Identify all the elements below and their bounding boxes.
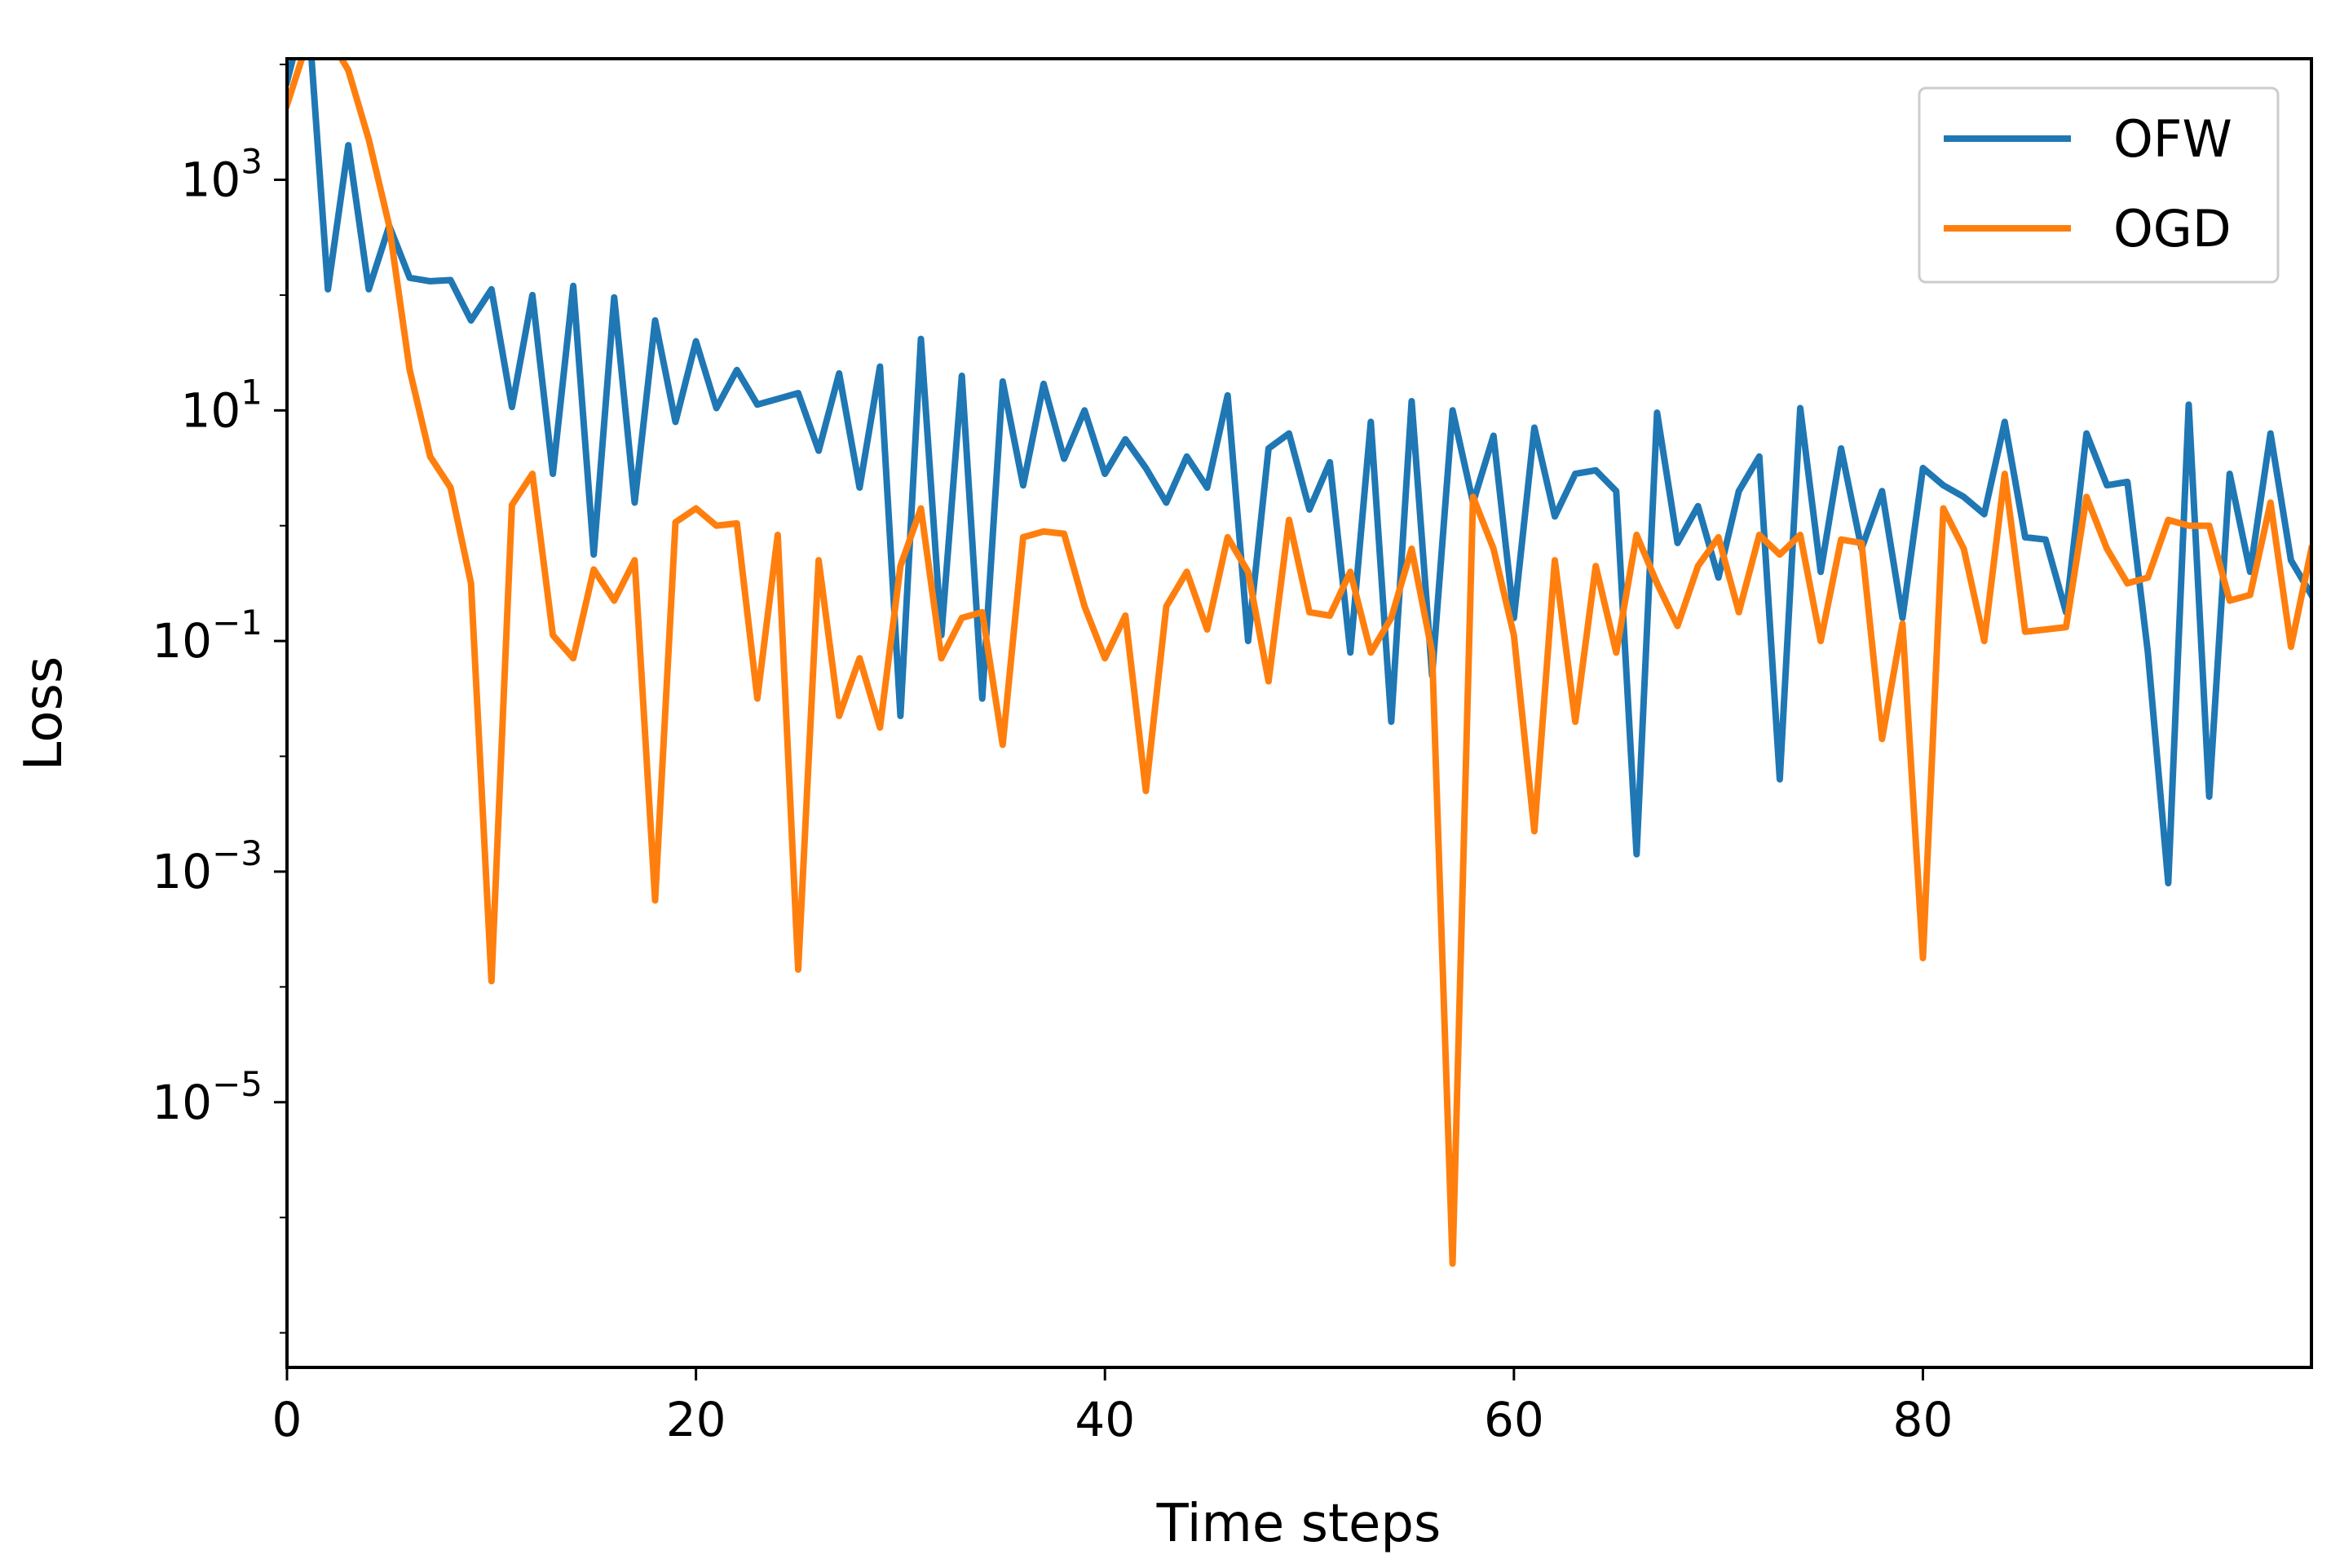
y-tick-label: 10−1: [152, 603, 263, 669]
series-line-ofw: [287, 59, 2311, 887]
y-tick-label: 10−5: [152, 1064, 263, 1130]
y-tick-label: 10−3: [152, 833, 263, 899]
x-tick-label: 40: [1075, 1392, 1135, 1447]
y-axis-label: Loss: [14, 656, 74, 771]
x-axis-label: Time steps: [1156, 1494, 1441, 1554]
legend-label-ogd: OGD: [2113, 199, 2232, 258]
x-axis: 0 20 40 60 80: [272, 1367, 1954, 1447]
x-tick-label: 0: [272, 1392, 302, 1447]
y-tick-label: 103: [180, 141, 263, 207]
x-tick-label: 80: [1893, 1392, 1954, 1447]
series-layer: [287, 59, 2311, 1267]
x-tick-label: 60: [1484, 1392, 1544, 1447]
y-tick-label: 101: [180, 372, 263, 438]
plot-frame: [285, 57, 2313, 1369]
series-line-ogd: [287, 59, 2311, 1267]
x-tick-label: 20: [666, 1392, 726, 1447]
legend: OFW OGD: [1918, 86, 2280, 284]
legend-label-ofw: OFW: [2113, 109, 2232, 169]
y-axis: 10510310110−110−310−5: [152, 64, 287, 1334]
